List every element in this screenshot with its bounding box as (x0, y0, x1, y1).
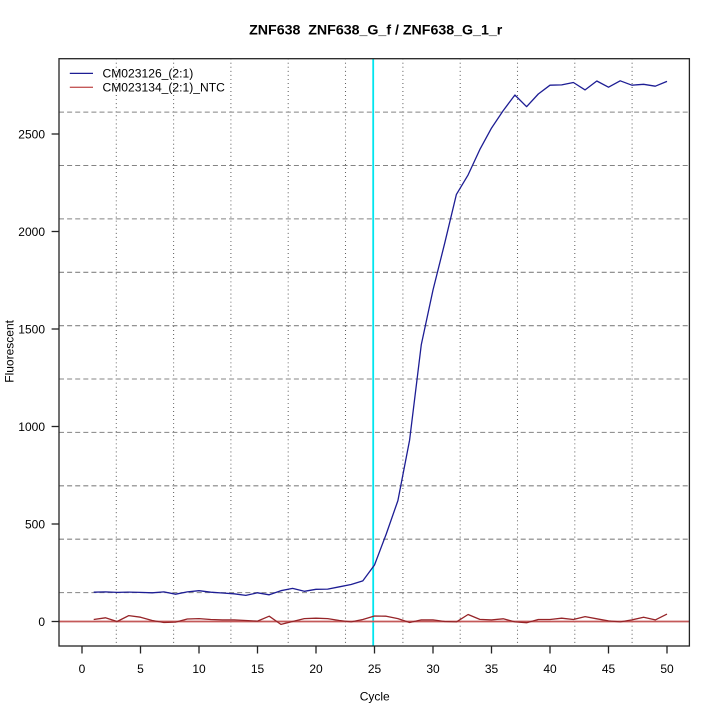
svg-text:10: 10 (192, 662, 206, 676)
svg-text:20: 20 (309, 662, 323, 676)
svg-text:35: 35 (485, 662, 499, 676)
svg-text:30: 30 (426, 662, 440, 676)
svg-text:25: 25 (368, 662, 382, 676)
svg-text:15: 15 (251, 662, 265, 676)
svg-text:50: 50 (660, 662, 674, 676)
svg-text:CM023134_(2:1)_NTC: CM023134_(2:1)_NTC (103, 81, 226, 95)
svg-text:500: 500 (25, 518, 45, 532)
svg-text:40: 40 (543, 662, 557, 676)
svg-text:45: 45 (602, 662, 616, 676)
svg-text:CM023126_(2:1): CM023126_(2:1) (103, 67, 194, 81)
svg-text:1000: 1000 (18, 420, 45, 434)
svg-text:ZNF638 ZNF638_G_f / ZNF638_G_: ZNF638 ZNF638_G_f / ZNF638_G_1_r (249, 23, 503, 39)
svg-text:5: 5 (137, 662, 144, 676)
svg-text:0: 0 (79, 662, 86, 676)
svg-text:Fluorescent: Fluorescent (3, 319, 17, 382)
svg-text:Cycle: Cycle (360, 689, 390, 703)
svg-text:1500: 1500 (18, 323, 45, 337)
svg-text:2000: 2000 (18, 225, 45, 239)
svg-text:0: 0 (38, 615, 45, 629)
svg-text:2500: 2500 (18, 128, 45, 142)
